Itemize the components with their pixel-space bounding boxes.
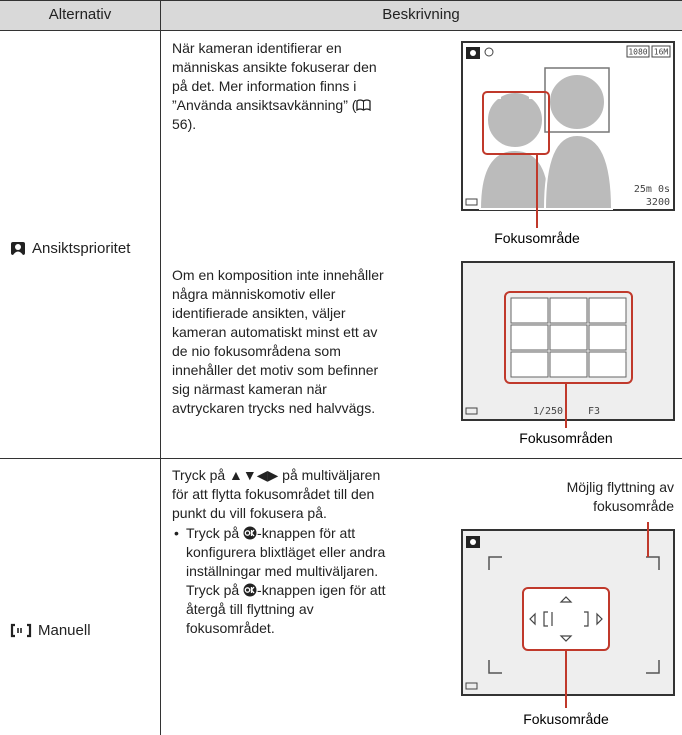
shape — [510, 297, 549, 324]
shape — [549, 297, 588, 324]
shape — [544, 67, 610, 133]
shape — [588, 351, 627, 378]
book-icon — [356, 99, 372, 112]
shape — [465, 407, 478, 415]
caption: Fokusområde — [523, 711, 609, 727]
shape — [510, 297, 627, 378]
shape — [470, 50, 476, 56]
shape — [486, 91, 544, 149]
ok-icon — [243, 583, 257, 597]
shape — [17, 628, 22, 633]
header-option: Alternativ — [48, 6, 112, 23]
shape — [470, 539, 476, 545]
shape — [488, 97, 542, 149]
manual-icon — [10, 623, 32, 638]
shape — [529, 596, 603, 642]
shape — [543, 133, 614, 210]
callout: Möjlig flyttning av fokusområde — [566, 479, 674, 514]
shape — [549, 324, 588, 351]
shape — [13, 251, 23, 255]
ok-icon — [243, 526, 257, 540]
text: Tryck på ▲▼◀▶ på multiväljaren för att f… — [172, 467, 381, 521]
description: När kameran identifierar en människas an… — [172, 39, 390, 134]
camera-screen — [461, 522, 675, 708]
shape — [488, 556, 660, 674]
shape — [543, 611, 589, 627]
shape — [549, 351, 588, 378]
caption: Fokusområden — [519, 430, 612, 446]
option-label: Manuell — [38, 622, 91, 639]
shape — [484, 47, 494, 57]
camera-screen: 1080 16M 25m 0s 3200 — [461, 41, 675, 228]
text: -knappen för att konfigurera blixtläget … — [186, 525, 386, 598]
text: När kameran identifierar en människas an… — [172, 40, 377, 113]
screen-text: 25m 0s — [634, 184, 670, 195]
description: Om en komposition inte innehåller några … — [172, 267, 384, 416]
screen-text: 1080 — [628, 48, 647, 57]
caption: Fokusområde — [494, 230, 580, 246]
shape — [250, 529, 255, 537]
shape — [244, 587, 251, 593]
header-band — [0, 0, 682, 30]
shape — [588, 297, 627, 324]
shape — [529, 612, 536, 626]
shape — [510, 351, 549, 378]
text: -knappen igen för att återgå till flyttn… — [186, 582, 386, 636]
option-label: Ansiktsprioritet — [32, 240, 131, 257]
screen-text: 1/250 — [533, 406, 563, 417]
shape — [465, 198, 478, 206]
shape — [510, 324, 549, 351]
shape — [15, 244, 21, 250]
option-face-priority: Ansiktsprioritet — [10, 240, 130, 257]
face-icon — [11, 242, 25, 255]
shape — [504, 291, 633, 384]
screen-text: F3 — [588, 406, 600, 417]
option-manual: Manuell — [10, 622, 91, 639]
screen-text: 16M — [654, 48, 669, 57]
shape — [548, 73, 606, 131]
shape — [596, 612, 603, 626]
shape — [250, 586, 255, 594]
page-ref: 56 — [172, 116, 188, 132]
description: Tryck på ▲▼◀▶ på multiväljaren för att f… — [172, 466, 390, 638]
text: ). — [187, 116, 197, 132]
shape — [244, 530, 251, 536]
shape — [10, 623, 32, 638]
camera-screen: 1/250 F3 — [461, 261, 675, 428]
shape — [651, 45, 671, 58]
shape — [482, 91, 550, 155]
text: Tryck på — [186, 525, 244, 541]
shape — [356, 99, 372, 112]
shape — [559, 635, 573, 642]
shape — [588, 324, 627, 351]
shape — [626, 45, 650, 58]
shape — [559, 596, 573, 603]
bullet: Tryck på -knappen för att konfigurera bl… — [172, 524, 390, 638]
header-description: Beskrivning — [382, 6, 460, 23]
screen-text: 3200 — [646, 197, 670, 208]
shape — [465, 682, 478, 690]
